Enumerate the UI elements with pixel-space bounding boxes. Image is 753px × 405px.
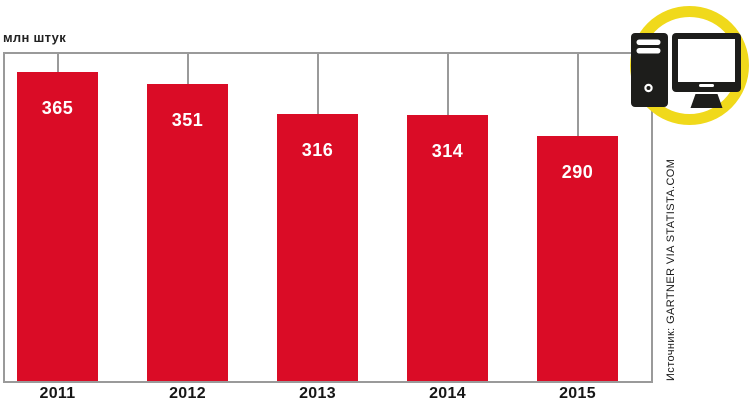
- bar-value-label: 365: [41, 98, 74, 118]
- x-axis-tick-label: 2011: [39, 385, 76, 402]
- y-axis-unit-label: млн штук: [3, 30, 67, 45]
- bar-value-label: 351: [171, 110, 204, 130]
- dropline: [317, 54, 319, 114]
- tower-slot-icon: [636, 48, 661, 54]
- bar: 314: [407, 115, 488, 381]
- dropline: [57, 54, 59, 72]
- bar: 365: [17, 72, 98, 381]
- x-axis-tick-label: 2014: [429, 385, 466, 402]
- bar-value-label: 290: [561, 162, 594, 182]
- plot-area: 365 351 316 314 290: [3, 52, 653, 383]
- monitor-screen-icon: [678, 39, 735, 82]
- x-axis-tick-label: 2012: [169, 385, 206, 402]
- monitor-slot-icon: [699, 84, 714, 87]
- bar-value-label: 314: [431, 141, 464, 161]
- tower-slot-icon: [636, 39, 661, 45]
- x-axis-tick-label: 2013: [299, 385, 336, 402]
- bar-value-label: 316: [301, 140, 334, 160]
- dropline: [447, 54, 449, 115]
- x-axis-tick-label: 2015: [559, 385, 596, 402]
- bar: 351: [147, 84, 228, 381]
- bar: 290: [537, 136, 618, 381]
- computer-glyph: [631, 33, 741, 108]
- monitor-stand-icon: [690, 94, 723, 108]
- source-attribution: Источник: GARTNER VIA STATISTA.COM: [665, 158, 677, 381]
- dropline: [187, 54, 189, 84]
- bar: 316: [277, 114, 358, 381]
- desktop-computer-icon: [630, 6, 749, 125]
- dropline: [577, 54, 579, 136]
